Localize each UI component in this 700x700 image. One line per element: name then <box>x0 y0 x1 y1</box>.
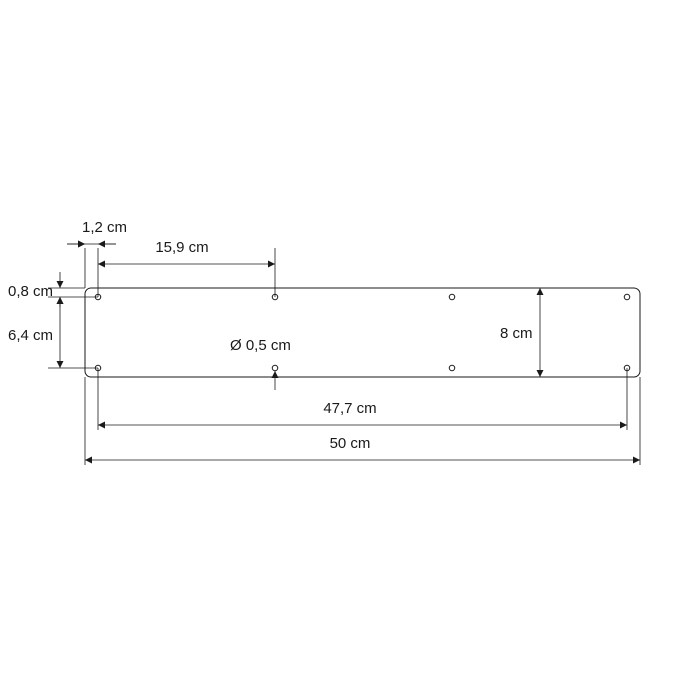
hole-bot-2 <box>449 365 455 371</box>
hole-top-2 <box>449 294 455 300</box>
dim-hole-span: 47,7 cm <box>323 400 376 417</box>
hole-top-3 <box>624 294 630 300</box>
dim-pitch: 15,9 cm <box>155 239 208 256</box>
plate-outline <box>85 288 640 377</box>
dim-hole-v-pitch: 6,4 cm <box>8 327 53 344</box>
dim-margin-top: 0,8 cm <box>8 283 53 300</box>
dim-hole-dia: Ø 0,5 cm <box>230 337 291 354</box>
dim-height: 8 cm <box>500 325 533 342</box>
dim-margin-left: 1,2 cm <box>82 219 127 236</box>
hole-bot-1 <box>272 365 278 371</box>
dim-total-width: 50 cm <box>330 435 371 452</box>
